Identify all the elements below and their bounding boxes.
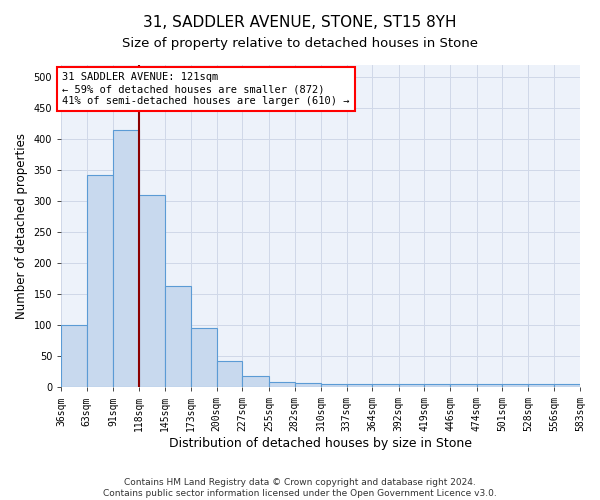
Bar <box>164 286 191 387</box>
Bar <box>502 384 528 387</box>
Bar <box>61 325 87 387</box>
Bar <box>242 376 269 387</box>
Text: 31 SADDLER AVENUE: 121sqm
← 59% of detached houses are smaller (872)
41% of semi: 31 SADDLER AVENUE: 121sqm ← 59% of detac… <box>62 72 350 106</box>
Text: Contains HM Land Registry data © Crown copyright and database right 2024.
Contai: Contains HM Land Registry data © Crown c… <box>103 478 497 498</box>
Bar <box>295 384 321 387</box>
Bar <box>269 382 295 387</box>
Y-axis label: Number of detached properties: Number of detached properties <box>15 133 28 319</box>
Bar <box>139 195 164 387</box>
Text: 31, SADDLER AVENUE, STONE, ST15 8YH: 31, SADDLER AVENUE, STONE, ST15 8YH <box>143 15 457 30</box>
Bar <box>399 384 424 387</box>
Bar <box>87 174 113 387</box>
Bar <box>191 328 217 387</box>
Bar <box>321 384 347 387</box>
Bar <box>372 384 399 387</box>
Bar <box>113 130 139 387</box>
Bar <box>476 384 502 387</box>
Bar <box>217 361 242 387</box>
X-axis label: Distribution of detached houses by size in Stone: Distribution of detached houses by size … <box>169 437 472 450</box>
Text: Size of property relative to detached houses in Stone: Size of property relative to detached ho… <box>122 38 478 51</box>
Bar <box>450 384 476 387</box>
Bar <box>347 384 372 387</box>
Bar <box>554 384 580 387</box>
Bar <box>424 384 450 387</box>
Bar <box>528 384 554 387</box>
